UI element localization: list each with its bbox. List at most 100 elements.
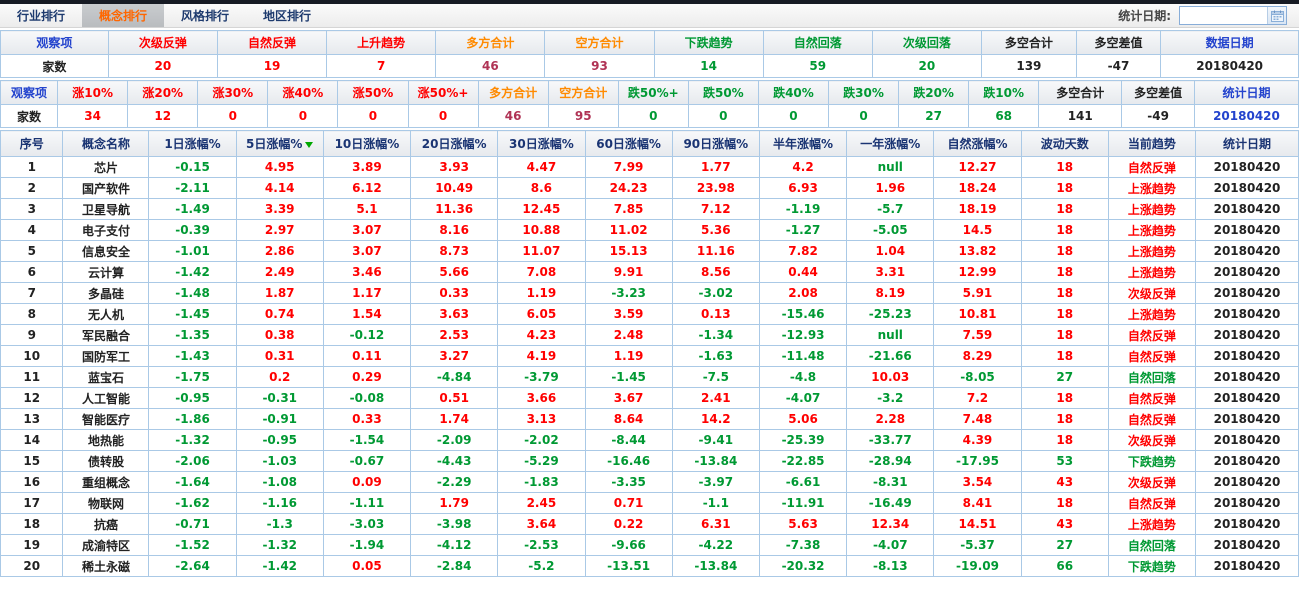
- table-row[interactable]: 1 芯片 -0.15 4.95 3.89 3.93 4.47 7.99 1.77 4.2 null 1…: [0, 156, 1299, 178]
- table-row[interactable]: 20 稀土永磁 -2.64 -1.42 0.05 -2.84 -5.2 -13.51 -13.8…: [0, 555, 1299, 577]
- table-row[interactable]: 17 物联网 -1.62 -1.16 -1.11 1.79 2.45 0.71 -1.1 -11.…: [0, 492, 1299, 514]
- stats-date-cell: 20180420: [1195, 156, 1299, 178]
- calendar-icon[interactable]: [1267, 7, 1286, 24]
- pct-change-cell: -1.16: [235, 492, 324, 514]
- column-header-cell[interactable]: 当前趋势: [1107, 130, 1197, 157]
- current-trend-cell: 下跌趋势: [1107, 555, 1197, 577]
- column-header-cell[interactable]: 半年涨幅%: [758, 130, 848, 157]
- table-row[interactable]: 5 信息安全 -1.01 2.86 3.07 8.73 11.07 15.13 11.16 7.8…: [0, 240, 1299, 262]
- column-header-cell[interactable]: 概念名称: [62, 130, 150, 157]
- summary-value-cell: 0: [827, 104, 900, 128]
- concept-name-cell[interactable]: 人工智能: [62, 387, 150, 409]
- pct-change-cell: -3.23: [584, 282, 673, 304]
- row-index-cell: 9: [0, 324, 64, 346]
- stats-date-cell: 20180420: [1195, 513, 1299, 535]
- stats-date-cell: 20180420: [1195, 324, 1299, 346]
- table-row[interactable]: 6 云计算 -1.42 2.49 3.46 5.66 7.08 9.91 8.56 0.44 3.3…: [0, 261, 1299, 283]
- tab-concept-ranking[interactable]: 概念排行: [82, 4, 165, 27]
- column-header-cell[interactable]: 一年涨幅%: [846, 130, 935, 157]
- pct-change-cell: null: [846, 324, 935, 346]
- concept-name-cell[interactable]: 芯片: [62, 156, 150, 178]
- pct-change-cell: 2.08: [758, 282, 848, 304]
- column-header-cell[interactable]: 序号: [0, 130, 64, 157]
- pct-change-cell: -8.31: [846, 471, 935, 493]
- concept-name-cell[interactable]: 蓝宝石: [62, 366, 150, 388]
- table-row[interactable]: 16 重组概念 -1.64 -1.08 0.09 -2.29 -1.83 -3.35 -3.97…: [0, 471, 1299, 493]
- concept-name-cell[interactable]: 电子支付: [62, 219, 150, 241]
- table-row[interactable]: 9 军民融合 -1.35 0.38 -0.12 2.53 4.23 2.48 -1.34 -12.…: [0, 324, 1299, 346]
- concept-name-cell[interactable]: 物联网: [62, 492, 150, 514]
- tab-industry-ranking[interactable]: 行业排行: [17, 9, 66, 23]
- pct-change-cell: -25.23: [846, 303, 935, 325]
- stats-date-input[interactable]: [1180, 7, 1267, 24]
- table-row[interactable]: 12 人工智能 -0.95 -0.31 -0.08 0.51 3.66 3.67 2.41 -4.…: [0, 387, 1299, 409]
- table-row[interactable]: 8 无人机 -1.45 0.74 1.54 3.63 6.05 3.59 0.13 -15.46-…: [0, 303, 1299, 325]
- table-row[interactable]: 13 智能医疗 -1.86 -0.91 0.33 1.74 3.13 8.64 14.2 5.06…: [0, 408, 1299, 430]
- concept-name-cell[interactable]: 地热能: [62, 429, 150, 451]
- pct-change-cell: 12.34: [846, 513, 935, 535]
- table-row[interactable]: 4 电子支付 -0.39 2.97 3.07 8.16 10.88 11.02 5.36 -1.2…: [0, 219, 1299, 241]
- table-row[interactable]: 15 债转股 -2.06 -1.03 -0.67 -4.43 -5.29 -16.46 -13.…: [0, 450, 1299, 472]
- pct-change-cell: -20.32: [758, 555, 848, 577]
- concept-name-cell[interactable]: 信息安全: [62, 240, 150, 262]
- pct-change-cell: 3.63: [410, 303, 499, 325]
- pct-change-cell: 0.74: [235, 303, 324, 325]
- current-trend-cell: 自然反弹: [1107, 156, 1197, 178]
- stats-date-cell: 20180420: [1195, 366, 1299, 388]
- current-trend-cell: 下跌趋势: [1107, 450, 1197, 472]
- tab-style-ranking[interactable]: 风格排行: [181, 9, 230, 23]
- pct-change-cell: 7.08: [497, 261, 586, 283]
- table-row[interactable]: 19 成渝特区 -1.52 -1.32 -1.94 -4.12 -2.53 -9.66 -4.2…: [0, 534, 1299, 556]
- pct-change-cell: -1.75: [148, 366, 237, 388]
- concept-name-cell[interactable]: 成渝特区: [62, 534, 150, 556]
- column-header-cell[interactable]: 30日涨幅%: [497, 130, 586, 157]
- pct-change-cell: -1.48: [148, 282, 237, 304]
- concept-name-cell[interactable]: 智能医疗: [62, 408, 150, 430]
- column-header-cell[interactable]: 波动天数: [1020, 130, 1109, 157]
- stats-date-cell: 20180420: [1195, 387, 1299, 409]
- table-row[interactable]: 7 多晶硅 -1.48 1.87 1.17 0.33 1.19 -3.23 -3.02 2.08 8…: [0, 282, 1299, 304]
- column-header-cell[interactable]: 10日涨幅%: [322, 130, 412, 157]
- stats-date-cell: 20180420: [1195, 303, 1299, 325]
- pct-change-cell: 2.45: [497, 492, 586, 514]
- pct-change-cell: 24.23: [584, 177, 673, 199]
- column-header-cell[interactable]: 统计日期: [1195, 130, 1299, 157]
- pct-change-cell: -1.42: [235, 555, 324, 577]
- concept-name-cell[interactable]: 多晶硅: [62, 282, 150, 304]
- concept-name-cell[interactable]: 重组概念: [62, 471, 150, 493]
- tab-region-ranking[interactable]: 地区排行: [263, 9, 312, 23]
- pct-change-cell: -1.19: [758, 198, 848, 220]
- concept-name-cell[interactable]: 云计算: [62, 261, 150, 283]
- table-row[interactable]: 11 蓝宝石 -1.75 0.2 0.29 -4.84 -3.79 -1.45 -7.5 -4.8…: [0, 366, 1299, 388]
- column-header-cell[interactable]: 1日涨幅%: [148, 130, 237, 157]
- concept-name-cell[interactable]: 国产软件: [62, 177, 150, 199]
- pct-change-cell: 23.98: [671, 177, 760, 199]
- column-header-cell[interactable]: 自然涨幅%: [933, 130, 1022, 157]
- column-header-cell[interactable]: 60日涨幅%: [584, 130, 673, 157]
- concept-name-cell[interactable]: 稀土永磁: [62, 555, 150, 577]
- concept-name-cell[interactable]: 军民融合: [62, 324, 150, 346]
- swing-days-cell: 18: [1020, 345, 1109, 367]
- stats-date-cell: 20180420: [1195, 534, 1299, 556]
- concept-name-cell[interactable]: 卫星导航: [62, 198, 150, 220]
- pct-change-cell: -1.45: [584, 366, 673, 388]
- swing-days-cell: 43: [1020, 471, 1109, 493]
- column-header-cell[interactable]: 90日涨幅%: [671, 130, 760, 157]
- table-row[interactable]: 14 地热能 -1.32 -0.95 -1.54 -2.09 -2.02 -8.44 -9.41…: [0, 429, 1299, 451]
- concept-name-cell[interactable]: 国防军工: [62, 345, 150, 367]
- pct-change-cell: -1.54: [322, 429, 412, 451]
- swing-days-cell: 43: [1020, 513, 1109, 535]
- table-row[interactable]: 3 卫星导航 -1.49 3.39 5.1 11.36 12.45 7.85 7.12 -1.19…: [0, 198, 1299, 220]
- table-row[interactable]: 10 国防军工 -1.43 0.31 0.11 3.27 4.19 1.19 -1.63 -11.…: [0, 345, 1299, 367]
- column-header-sorted[interactable]: 5日涨幅%: [235, 130, 324, 157]
- table-row[interactable]: 18 抗癌 -0.71 -1.3 -3.03 -3.98 3.64 0.22 6.31 5.63 1…: [0, 513, 1299, 535]
- column-header-cell[interactable]: 20日涨幅%: [410, 130, 499, 157]
- concept-name-cell[interactable]: 债转股: [62, 450, 150, 472]
- concept-name-cell[interactable]: 无人机: [62, 303, 150, 325]
- pct-change-cell: -13.84: [671, 450, 760, 472]
- pct-change-cell: 3.67: [584, 387, 673, 409]
- concept-name-cell[interactable]: 抗癌: [62, 513, 150, 535]
- row-index-cell: 10: [0, 345, 64, 367]
- row-index-cell: 6: [0, 261, 64, 283]
- table-row[interactable]: 2 国产软件 -2.11 4.14 6.12 10.49 8.6 24.23 23.98 6.93…: [0, 177, 1299, 199]
